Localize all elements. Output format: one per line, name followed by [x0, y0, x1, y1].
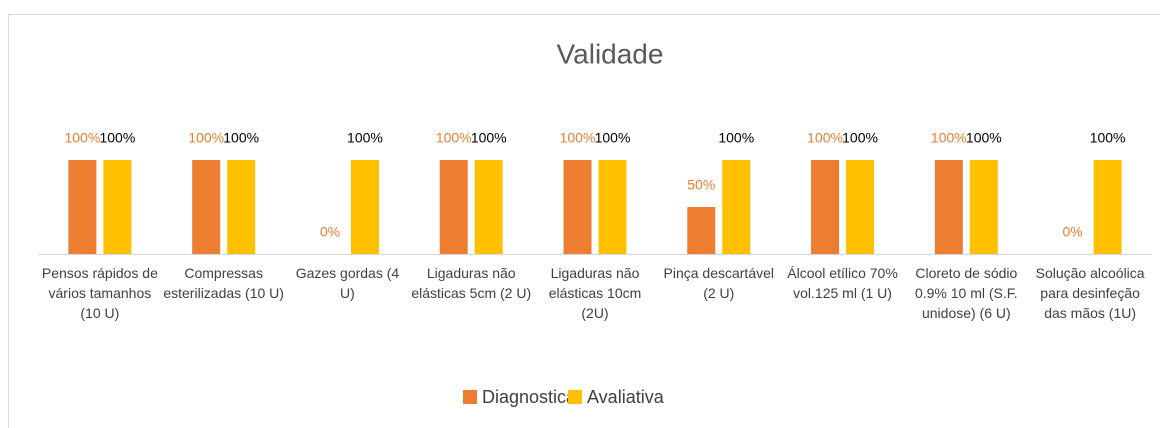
x-tick-label: Ligaduras não elásticas 10cm (2U)	[548, 265, 642, 321]
legend-label: Diagnostica	[482, 387, 577, 407]
legend-swatch	[463, 390, 477, 404]
value-label: 100%	[718, 130, 754, 146]
bar	[811, 160, 840, 254]
bar	[439, 160, 468, 254]
x-tick-label: Compressas esterilizadas (10 U)	[163, 265, 284, 301]
chart-frame	[8, 14, 1160, 428]
value-label: 100%	[595, 130, 631, 146]
value-label: 50%	[687, 177, 715, 193]
bar	[350, 160, 379, 254]
bar	[598, 160, 627, 254]
x-tick-label: Solução alcoólica para desinfeção das mã…	[1035, 265, 1145, 321]
value-label: 100%	[807, 130, 843, 146]
legend-swatch	[568, 390, 582, 404]
bar	[722, 160, 751, 254]
bar	[474, 160, 503, 254]
bar	[687, 207, 716, 254]
bar	[1093, 160, 1122, 254]
x-tick-label: Gazes gordas (4 U)	[295, 265, 400, 301]
x-tick-label: Pinça descartável (2 U)	[663, 265, 775, 301]
value-label: 100%	[188, 130, 224, 146]
value-label: 100%	[966, 130, 1002, 146]
bar	[969, 160, 998, 254]
bar	[934, 160, 963, 254]
x-tick-label: Cloreto de sódio 0.9% 10 ml (S.F. unidos…	[914, 265, 1018, 321]
legend-label: Avaliativa	[587, 387, 665, 407]
x-tick-label: Pensos rápidos de vários tamanhos (10 U)	[41, 265, 158, 321]
bar	[227, 160, 256, 254]
bar	[846, 160, 875, 254]
value-label: 100%	[99, 130, 135, 146]
value-label: 100%	[347, 130, 383, 146]
x-tick-label: Álcool etílico 70% vol.125 ml (1 U)	[787, 265, 898, 301]
value-label: 0%	[320, 224, 340, 240]
value-label: 100%	[436, 130, 472, 146]
chart-title: Validade	[557, 38, 664, 69]
value-label: 100%	[842, 130, 878, 146]
value-label: 100%	[64, 130, 100, 146]
bar	[192, 160, 221, 254]
value-label: 100%	[1090, 130, 1126, 146]
value-label: 100%	[471, 130, 507, 146]
bar	[103, 160, 132, 254]
x-tick-label: Ligaduras não elásticas 5cm (2 U)	[411, 265, 532, 301]
value-label: 100%	[931, 130, 967, 146]
value-label: 0%	[1062, 224, 1082, 240]
bar	[68, 160, 97, 254]
bar	[563, 160, 592, 254]
value-label: 100%	[560, 130, 596, 146]
value-label: 100%	[223, 130, 259, 146]
